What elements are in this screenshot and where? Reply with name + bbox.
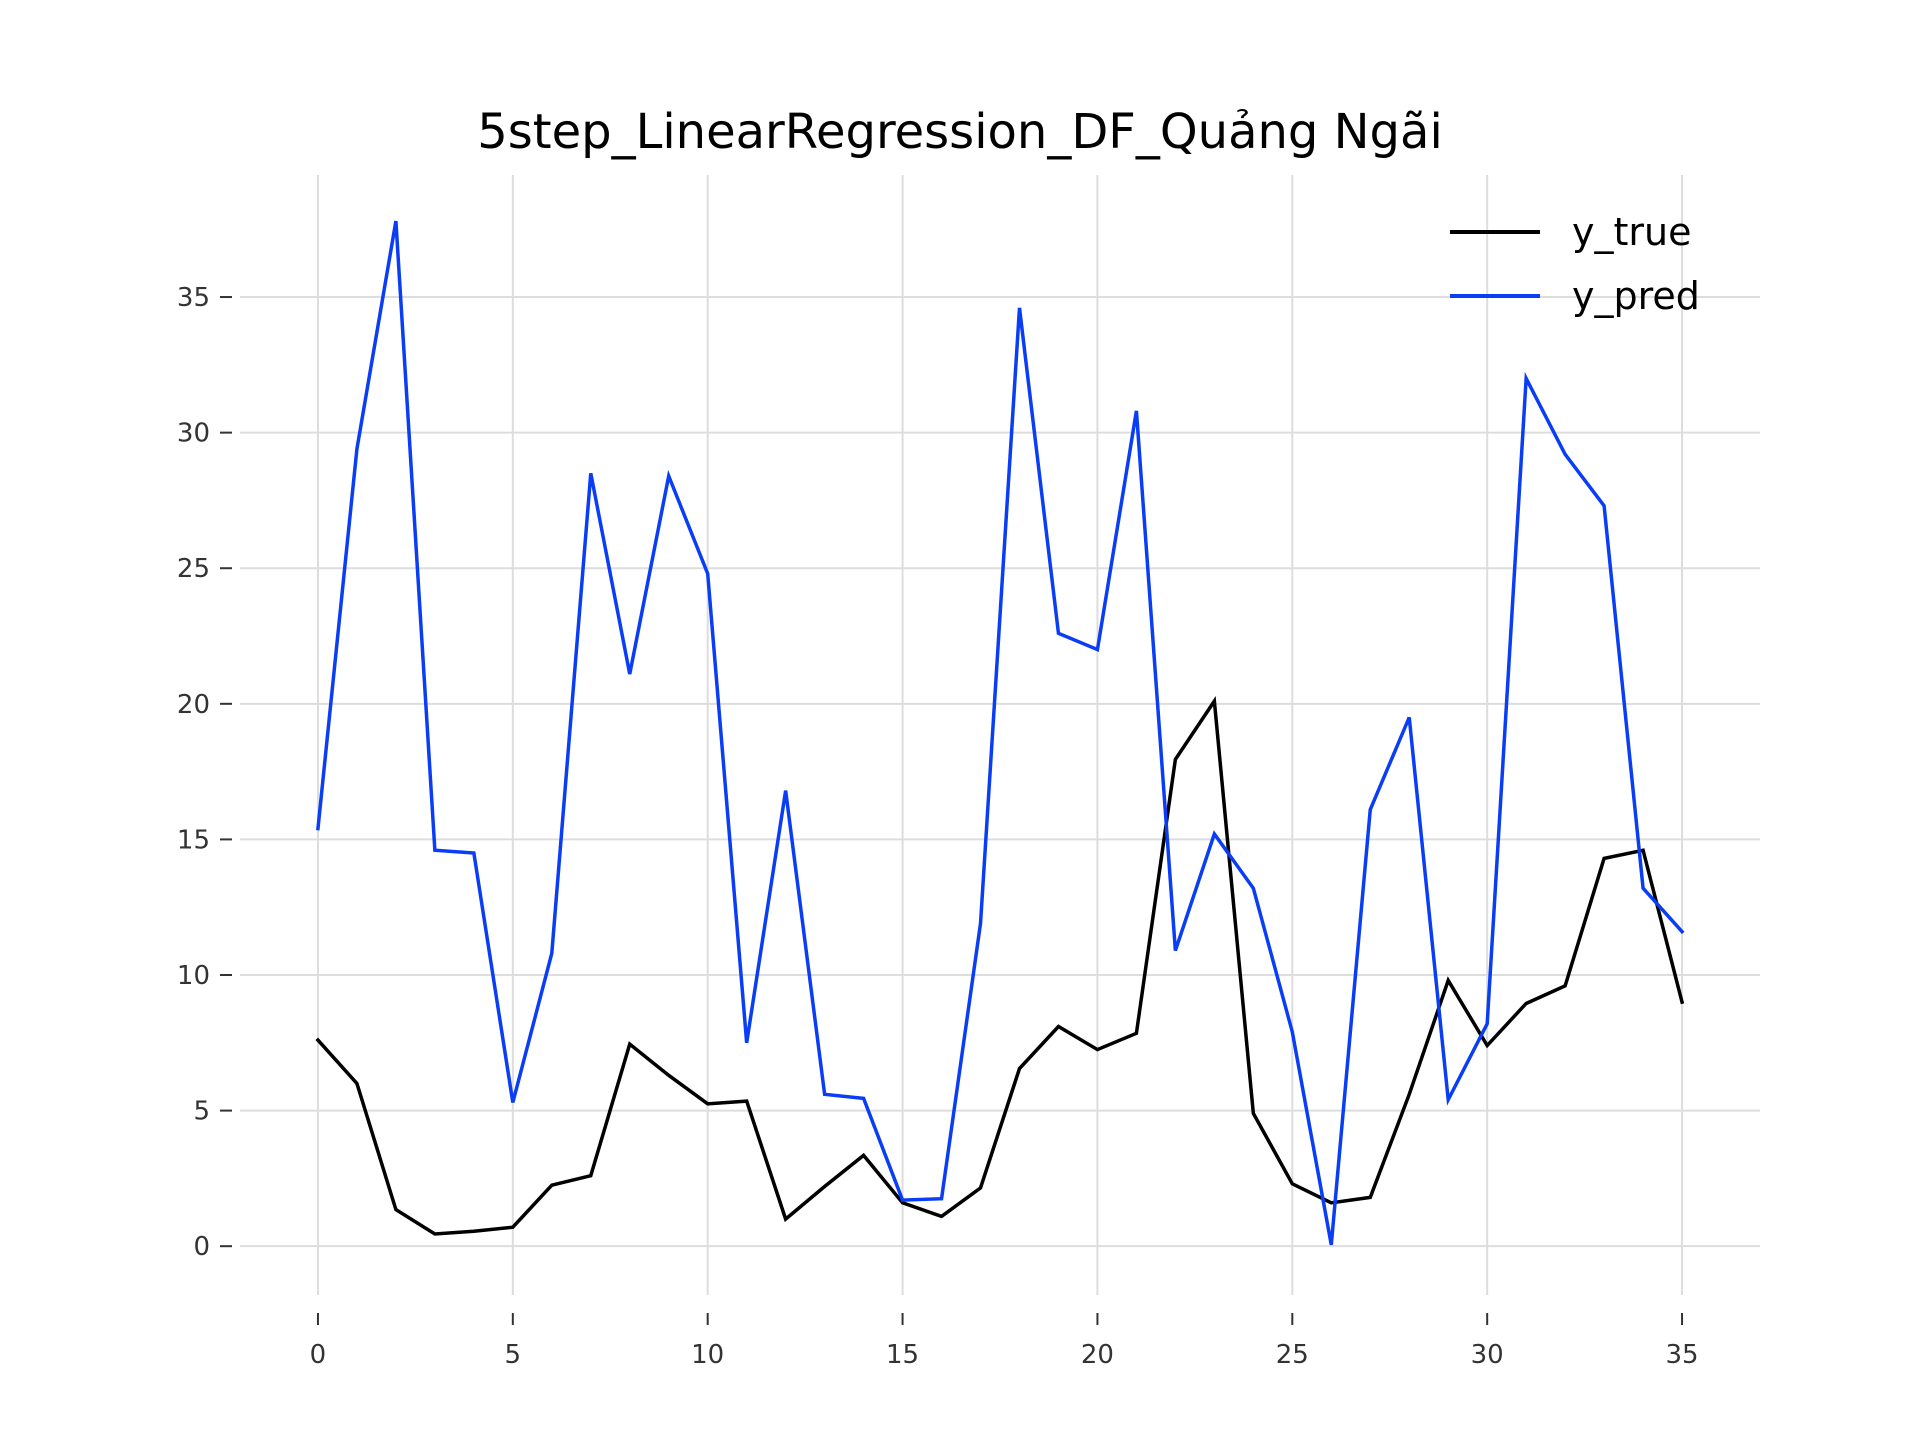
series-lines [315, 220, 1685, 1246]
y-tick-label: 30 [177, 419, 210, 449]
series-line-y-true [315, 696, 1685, 1236]
x-tick-label: 10 [691, 1340, 724, 1370]
x-tick-label: 30 [1471, 1340, 1504, 1370]
y-tick-label: 5 [193, 1097, 210, 1127]
series-line-y-pred [316, 220, 1685, 1246]
x-tick-label: 0 [310, 1340, 327, 1370]
x-tick-label: 20 [1081, 1340, 1114, 1370]
legend-label-y-pred: y_pred [1572, 274, 1700, 318]
axis-ticks: 0 5 10 15 20 25 30 35 0 5 10 15 20 25 30 35 [177, 283, 1699, 1370]
legend: y_true y_pred [1450, 210, 1700, 318]
y-tick-label: 15 [177, 825, 210, 855]
y-tick-label: 0 [193, 1232, 210, 1262]
y-tick-label: 35 [177, 283, 210, 313]
y-tick-label: 25 [177, 554, 210, 584]
chart-title: 5step_LinearRegression_DF_Quảng Ngãi [477, 104, 1443, 160]
x-tick-label: 15 [886, 1340, 919, 1370]
legend-label-y-true: y_true [1572, 210, 1691, 254]
x-tick-label: 5 [505, 1340, 522, 1370]
x-tick-label: 25 [1276, 1340, 1309, 1370]
x-tick-label: 35 [1666, 1340, 1699, 1370]
y-tick-label: 10 [177, 961, 210, 991]
y-tick-label: 20 [177, 690, 210, 720]
